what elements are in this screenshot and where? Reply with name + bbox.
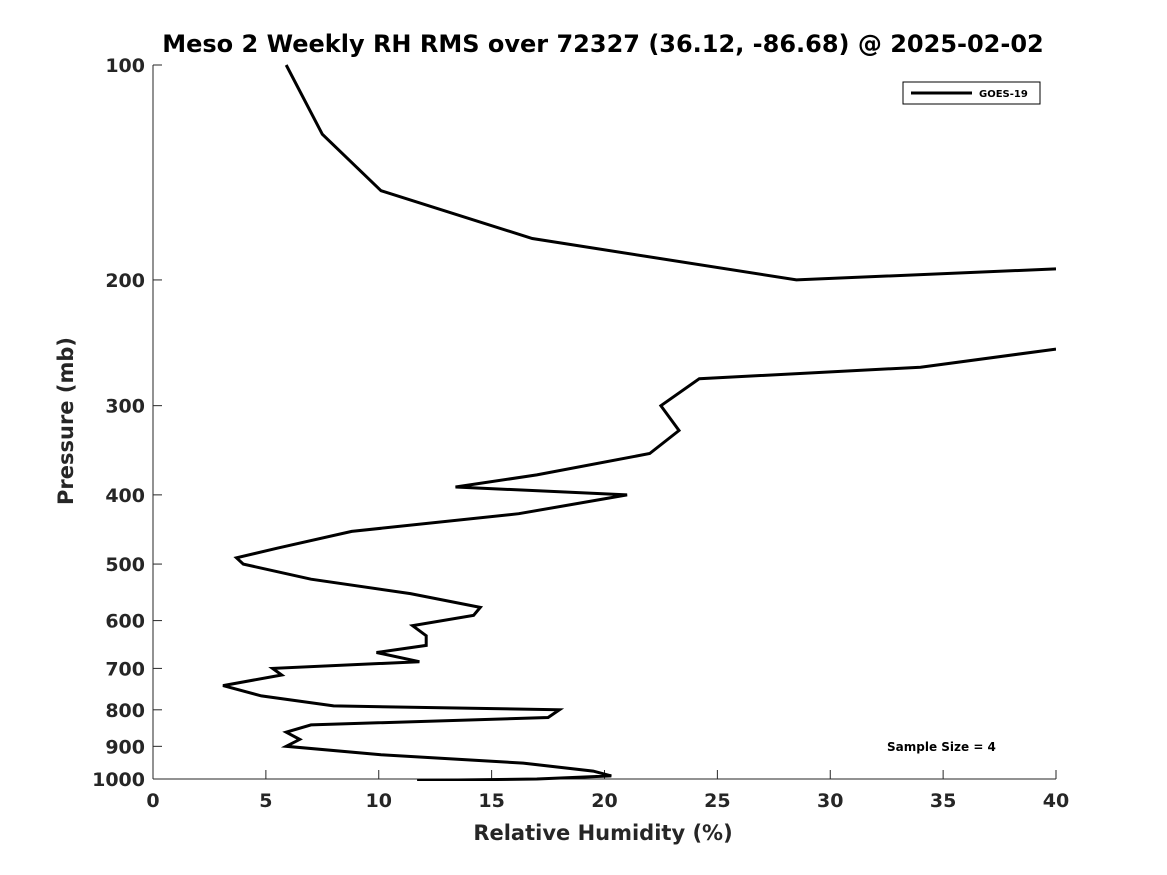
- x-tick-label: 20: [591, 790, 617, 812]
- y-tick-label: 200: [105, 270, 145, 292]
- x-tick-label: 35: [930, 790, 956, 812]
- series-line-goes-19: [284, 64, 1056, 282]
- sample-size-annotation: Sample Size = 4: [887, 740, 996, 754]
- legend: GOES-19: [902, 81, 1041, 105]
- x-tick-label: 10: [366, 790, 392, 812]
- y-tick-label: 800: [105, 700, 145, 722]
- x-tick-label: 30: [817, 790, 843, 812]
- x-axis-label: Relative Humidity (%): [473, 821, 732, 845]
- x-tick-label: 0: [146, 790, 159, 812]
- y-tick-label: 900: [105, 736, 145, 758]
- legend-label-goes-19: GOES-19: [979, 89, 1028, 100]
- y-tick-label: 500: [105, 554, 145, 576]
- x-tick-label: 5: [259, 790, 272, 812]
- y-tick-label: 300: [105, 396, 145, 418]
- y-tick-label: 600: [105, 611, 145, 633]
- series-goes-19: [222, 64, 1056, 781]
- y-tick-label: 700: [105, 658, 145, 680]
- x-tick-label: 40: [1043, 790, 1069, 812]
- y-tick-label: 400: [105, 485, 145, 507]
- y-tick-label: 100: [105, 55, 145, 77]
- y-axis-label: Pressure (mb): [54, 337, 78, 505]
- x-tick-label: 15: [478, 790, 504, 812]
- axes: 0 5 10 15 20 25 30 35 40 100 200 300 400 500 600 700 800…: [92, 55, 1069, 812]
- series-line-goes-19: [222, 347, 1056, 781]
- chart-title: Meso 2 Weekly RH RMS over 72327 (36.12, …: [162, 30, 1044, 58]
- y-tick-label: 1000: [92, 769, 145, 791]
- x-tick-label: 25: [704, 790, 730, 812]
- series-layer: [222, 64, 1056, 781]
